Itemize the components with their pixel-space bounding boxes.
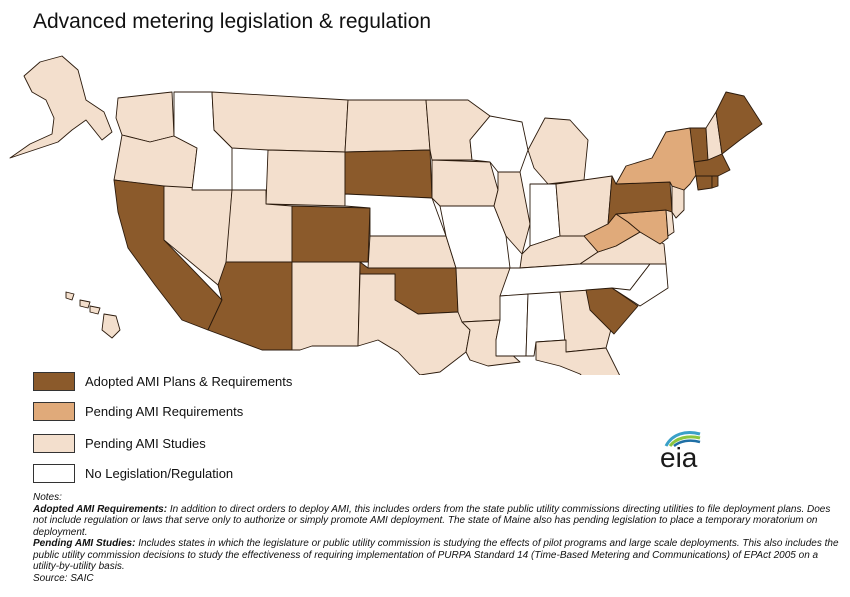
state-SC bbox=[585, 287, 639, 335]
state-NY bbox=[615, 127, 699, 191]
legend-item-none: No Legislation/Regulation bbox=[33, 462, 233, 484]
state-IA bbox=[431, 159, 499, 207]
notes-adopted: Adopted AMI Requirements: In addition to… bbox=[33, 504, 845, 539]
state-ND bbox=[344, 99, 431, 153]
legend-item-pending-requirements: Pending AMI Requirements bbox=[33, 400, 243, 422]
state-SD bbox=[344, 149, 433, 199]
legend-label-adopted: Adopted AMI Plans & Requirements bbox=[85, 373, 293, 389]
legend-item-pending-studies: Pending AMI Studies bbox=[33, 432, 206, 454]
eia-logo-text: eia bbox=[660, 442, 698, 473]
state-WY bbox=[265, 149, 346, 207]
state-FL bbox=[535, 339, 621, 375]
legend-swatch-none bbox=[33, 463, 75, 483]
notes-studies-label: Pending AMI Studies: bbox=[33, 538, 136, 549]
state-HI bbox=[65, 291, 121, 339]
notes-studies-text: Includes states in which the legislature… bbox=[33, 538, 839, 572]
legend-swatch-adopted bbox=[33, 371, 75, 391]
us-map bbox=[0, 45, 850, 375]
notes-block: Notes: Adopted AMI Requirements: In addi… bbox=[33, 492, 845, 584]
notes-adopted-text: In addition to direct orders to deploy A… bbox=[33, 503, 831, 538]
legend-swatch-pending-requirements bbox=[33, 401, 75, 421]
state-NJ bbox=[671, 185, 685, 219]
map-title: Advanced metering legislation & regulati… bbox=[33, 10, 432, 33]
state-KS bbox=[367, 235, 457, 269]
legend-swatch-pending-studies bbox=[33, 433, 75, 453]
state-IN bbox=[529, 183, 561, 247]
state-MS bbox=[495, 293, 529, 357]
eia-logo: eia bbox=[660, 428, 720, 478]
state-WA bbox=[115, 91, 175, 143]
state-ME bbox=[715, 91, 763, 155]
legend-label-pending-requirements: Pending AMI Requirements bbox=[85, 403, 244, 419]
state-AK bbox=[9, 55, 113, 159]
notes-adopted-label: Adopted AMI Requirements: bbox=[33, 503, 168, 515]
legend-label-none: No Legislation/Regulation bbox=[85, 465, 234, 481]
notes-source: Source: SAIC bbox=[33, 572, 94, 584]
eia-logo-icon bbox=[664, 431, 701, 448]
state-MT bbox=[211, 91, 349, 153]
legend-label-pending-studies: Pending AMI Studies bbox=[85, 435, 206, 451]
notes-studies: Pending AMI Studies: Includes states in … bbox=[33, 538, 845, 573]
state-NM bbox=[291, 261, 361, 351]
state-RI bbox=[711, 175, 719, 189]
state-CT bbox=[695, 175, 713, 191]
legend-item-adopted: Adopted AMI Plans & Requirements bbox=[33, 370, 292, 392]
state-CO bbox=[291, 205, 371, 263]
state-IL bbox=[493, 171, 531, 255]
state-MI bbox=[527, 117, 589, 185]
notes-heading: Notes: bbox=[33, 492, 62, 503]
